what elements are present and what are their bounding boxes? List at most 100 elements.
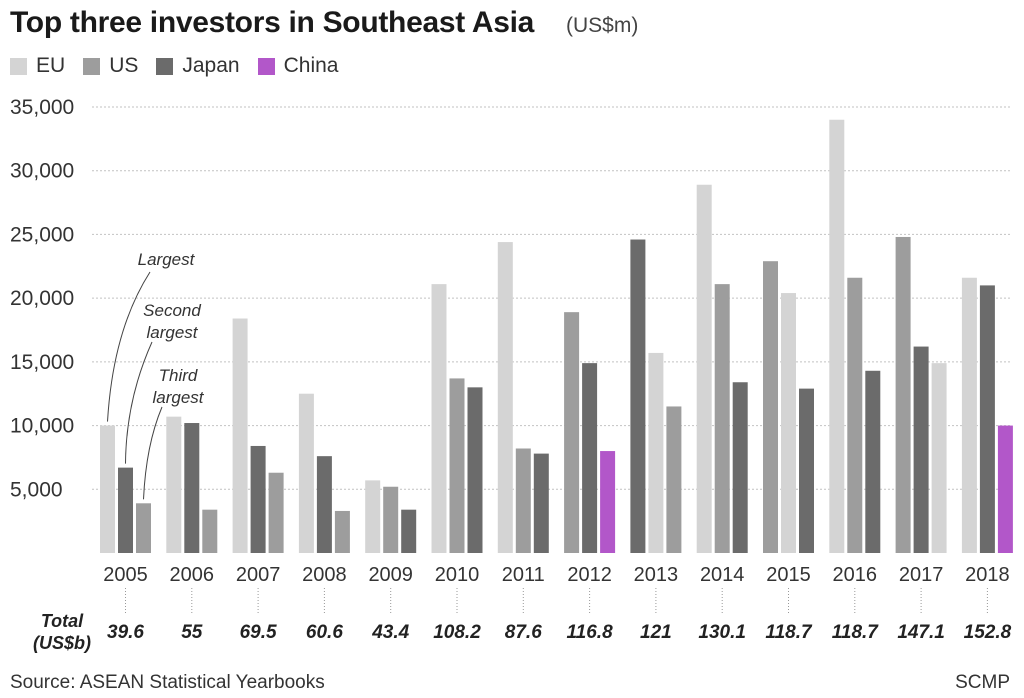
legend-label-eu: EU (36, 54, 66, 77)
bar-2017-japan (913, 346, 929, 553)
legend-swatch-us (83, 57, 101, 75)
chart-title: Top three investors in Southeast Asia (10, 6, 535, 39)
total-value: 147.1 (897, 622, 945, 643)
bar-2008-japan (316, 456, 332, 553)
total-value: 152.8 (964, 622, 1012, 643)
bar-2005-us (136, 503, 151, 553)
bar-2012-china (600, 451, 616, 553)
bar-2016-japan (865, 370, 881, 553)
bar-2008-eu (298, 393, 314, 553)
bar-2005-eu (100, 425, 115, 553)
legend-swatch-eu (10, 57, 27, 75)
legend: EU US Japan China (10, 52, 356, 80)
total-value: 69.5 (240, 622, 277, 643)
x-tick-label: 2013 (634, 564, 679, 586)
bar-2009-japan (401, 509, 417, 553)
total-value: 55 (181, 622, 203, 643)
annotation-label: Third largest (152, 366, 204, 407)
bar-2018-china (997, 425, 1013, 553)
legend-item-eu: EU (10, 54, 65, 78)
legend-swatch-japan (156, 57, 174, 75)
bar-2018-eu (961, 277, 977, 553)
x-tick-label: 2018 (965, 564, 1010, 586)
x-tick-label: 2016 (833, 564, 878, 586)
y-tick-label: 10,000 (10, 415, 74, 438)
bar-2009-eu (365, 480, 381, 553)
legend-item-us: US (83, 54, 138, 78)
annotation-label: Largest (138, 250, 196, 269)
y-tick-label: 20,000 (10, 287, 74, 310)
total-value: 116.8 (567, 622, 614, 643)
bar-2009-us (383, 486, 399, 553)
bar-2011-us (515, 448, 531, 553)
x-tick-label: 2011 (502, 564, 545, 586)
x-tick-label: 2017 (899, 564, 944, 586)
bar-2014-japan (732, 382, 748, 553)
legend-swatch-china (257, 57, 275, 75)
bar-2007-japan (250, 445, 266, 553)
totals-header: Total (41, 611, 84, 631)
bar-2006-eu (166, 416, 182, 553)
chart-subtitle: (US$m) (566, 14, 639, 37)
totals-header-units: (US$b) (33, 633, 91, 653)
source-note: Source: ASEAN Statistical Yearbooks (10, 672, 325, 693)
bar-2011-japan (533, 453, 549, 553)
x-tick-label: 2005 (103, 564, 148, 586)
y-tick-label: 15,000 (10, 351, 74, 374)
annotation-leader (143, 406, 163, 500)
bar-2014-us (714, 284, 730, 553)
bar-2016-us (847, 277, 863, 553)
annotation-leader (125, 341, 153, 464)
brand-credit: SCMP (955, 672, 1010, 693)
total-value: 39.6 (107, 622, 144, 643)
x-tick-label: 2014 (700, 564, 745, 586)
x-tick-label: 2008 (302, 564, 347, 586)
annotation-line: largest (152, 388, 204, 407)
x-tick-label: 2010 (435, 564, 480, 586)
bar-2010-eu (431, 284, 447, 553)
x-tick-label: 2006 (170, 564, 215, 586)
bar-2013-eu (648, 352, 664, 553)
annotation-leader (107, 271, 151, 422)
bar-2007-eu (232, 318, 248, 553)
legend-item-china: China (257, 54, 339, 78)
x-tick-label: 2012 (567, 564, 612, 586)
bar-2008-us (334, 510, 350, 553)
bar-2015-eu (781, 293, 796, 553)
bar-2015-us (763, 261, 778, 553)
bar-2013-japan (630, 239, 646, 554)
bar-2017-eu (931, 363, 947, 553)
bar-2014-eu (696, 184, 712, 553)
y-tick-label: 30,000 (10, 160, 74, 183)
y-tick-label: 5,000 (10, 478, 63, 501)
total-value: 130.1 (698, 622, 746, 643)
bar-2013-us (666, 406, 682, 553)
annotation-line: Second (143, 301, 201, 320)
total-value: 87.6 (505, 622, 542, 643)
x-tick-label: 2009 (368, 564, 413, 586)
total-value: 43.4 (371, 622, 409, 643)
bar-2006-japan (184, 423, 200, 553)
total-value: 121 (640, 622, 672, 643)
total-value: 118.7 (832, 622, 880, 643)
annotation-line: largest (146, 323, 198, 342)
legend-item-japan: Japan (156, 54, 240, 78)
bar-2007-us (268, 472, 284, 553)
y-tick-label: 25,000 (10, 223, 74, 246)
total-value: 118.7 (765, 622, 813, 643)
bar-2018-japan (979, 285, 995, 553)
annotation-label: Second largest (143, 301, 201, 342)
bar-2012-us (564, 312, 580, 553)
bar-2005-japan (118, 467, 133, 553)
annotation-line: Largest (138, 250, 196, 269)
y-tick-label: 35,000 (10, 96, 74, 119)
legend-label-us: US (109, 54, 139, 77)
annotation-line: Third (159, 366, 198, 385)
x-tick-label: 2015 (766, 564, 811, 586)
bar-2010-japan (467, 387, 483, 553)
bar-2011-eu (497, 242, 513, 553)
legend-label-china: China (283, 54, 339, 77)
legend-label-japan: Japan (182, 54, 240, 77)
bar-2010-us (449, 378, 465, 553)
